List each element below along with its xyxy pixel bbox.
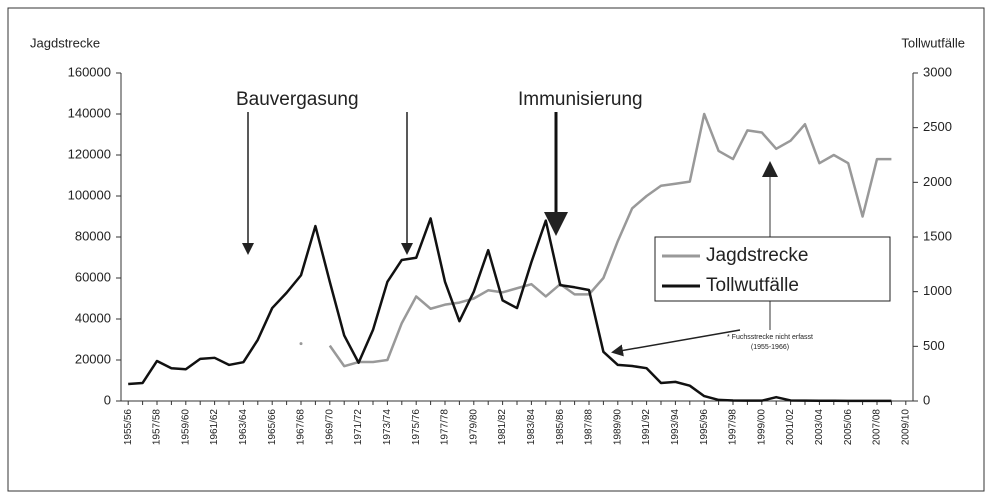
y2-tick-label: 1000 xyxy=(923,283,952,298)
x-tick-label: 1991/92 xyxy=(641,409,652,446)
x-tick-label: 1981/82 xyxy=(497,409,508,446)
x-tick-label: 1957/58 xyxy=(152,409,163,446)
x-tick-label: 1965/66 xyxy=(267,409,278,446)
legend-label: Tollwutfälle xyxy=(706,275,799,296)
y-tick-label: 20000 xyxy=(75,351,111,366)
y2-axis-title: Tollwutfälle xyxy=(901,35,965,50)
x-tick-label: 1983/84 xyxy=(526,409,537,446)
series-line xyxy=(128,217,892,403)
x-tick-label: 2009/10 xyxy=(900,409,911,446)
y2-tick-label: 3000 xyxy=(923,64,952,79)
x-tick-label: 1967/68 xyxy=(296,409,307,446)
x-tick-label: 1973/74 xyxy=(382,409,393,446)
x-tick-label: 1959/60 xyxy=(180,409,191,446)
y-tick-label: 40000 xyxy=(75,310,111,325)
x-tick-label: 1955/56 xyxy=(123,409,134,446)
y-tick-label: 60000 xyxy=(75,269,111,284)
y-tick-label: 120000 xyxy=(68,146,111,161)
note: (1955-1966) xyxy=(751,344,789,351)
note: * Fuchsstrecke nicht erfasst xyxy=(727,334,813,341)
arrow xyxy=(611,329,741,357)
y-tick-label: 160000 xyxy=(68,64,111,79)
x-tick-label: 2005/06 xyxy=(843,409,854,446)
x-tick-label: 1975/76 xyxy=(411,409,422,446)
x-tick-label: 1971/72 xyxy=(353,409,364,446)
x-tick-label: 1993/94 xyxy=(670,409,681,446)
x-tick-label: 1989/90 xyxy=(612,409,623,446)
annotation: Immunisierung xyxy=(518,89,643,110)
y-tick-label: 140000 xyxy=(68,105,111,120)
annotation: Bauvergasung xyxy=(236,89,359,110)
x-tick-label: 1961/62 xyxy=(209,409,220,446)
y2-tick-label: 1500 xyxy=(923,228,952,243)
x-tick-label: 2001/02 xyxy=(785,409,796,446)
x-tick-label: 1997/98 xyxy=(728,409,739,446)
legend: Jagdstrecke Tollwutfälle xyxy=(654,236,891,302)
x-tick-label: 2007/08 xyxy=(872,409,883,446)
x-tick-label: 1977/78 xyxy=(440,409,451,446)
series-line xyxy=(328,112,892,368)
y-axis-title: Jagdstrecke xyxy=(30,35,100,50)
x-tick-label: 2003/04 xyxy=(814,409,825,446)
x-tick-label: 1969/70 xyxy=(324,409,335,446)
y2-tick-label: 0 xyxy=(923,392,930,407)
x-tick-label: 1999/00 xyxy=(756,409,767,446)
y-tick-label: 100000 xyxy=(68,187,111,202)
x-tick-label: 1963/64 xyxy=(238,409,249,446)
x-tick-label: 1995/96 xyxy=(699,409,710,446)
y-tick-label: 0 xyxy=(104,392,111,407)
x-tick-label: 1987/88 xyxy=(584,409,595,446)
legend-box xyxy=(654,236,891,302)
y-tick-label: 80000 xyxy=(75,228,111,243)
y2-tick-label: 2000 xyxy=(923,174,952,189)
x-tick-label: 1979/80 xyxy=(468,409,479,446)
y2-tick-label: 500 xyxy=(923,338,945,353)
point xyxy=(299,342,303,346)
y2-tick-label: 2500 xyxy=(923,119,952,134)
legend-label: Jagdstrecke xyxy=(706,245,808,266)
frame xyxy=(7,7,985,492)
x-tick-label: 1985/86 xyxy=(555,409,566,446)
